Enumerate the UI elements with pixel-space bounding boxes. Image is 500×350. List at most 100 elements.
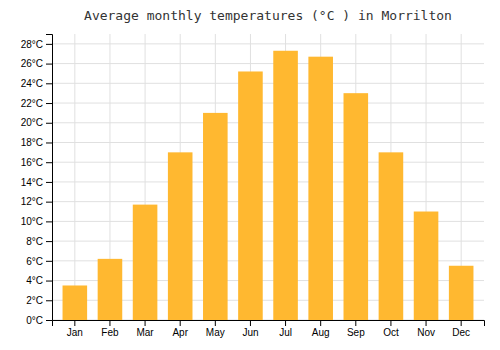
- y-tick-mark: [46, 320, 52, 321]
- y-tick-mark: [46, 103, 52, 104]
- x-tick-label: May: [206, 327, 225, 338]
- x-tick-label: Mar: [136, 327, 154, 338]
- y-tick: 20°C: [21, 117, 52, 128]
- grid-line: [52, 142, 484, 143]
- bar: [449, 266, 474, 320]
- grid-line: [52, 63, 484, 64]
- title: Average monthly temperatures (°C ) in Mo…: [84, 8, 452, 23]
- bar: [344, 93, 369, 320]
- y-tick-mark: [46, 300, 52, 301]
- x-tick-label: Feb: [101, 327, 119, 338]
- x-tick-mark: [461, 320, 462, 326]
- y-tick: 8°C: [26, 236, 52, 247]
- bar: [63, 285, 88, 320]
- y-tick-mark: [46, 261, 52, 262]
- y-tick-mark: [46, 182, 52, 183]
- y-tick: 16°C: [21, 157, 52, 168]
- x-tick-mark: [355, 320, 356, 326]
- y-tick-label: 0°C: [26, 315, 43, 326]
- y-tick-label: 26°C: [21, 58, 43, 69]
- x-tick-label: Jul: [279, 327, 292, 338]
- y-tick: 22°C: [21, 98, 52, 109]
- bar: [98, 259, 123, 320]
- x-tick: Jan: [67, 320, 83, 338]
- x-tick: Aug: [312, 320, 330, 338]
- x-tick-label: Jun: [242, 327, 258, 338]
- bar: [273, 51, 298, 320]
- y-tick: 10°C: [21, 216, 52, 227]
- x-tick-label: Oct: [383, 327, 399, 338]
- y-tick-mark: [46, 142, 52, 143]
- x-tick: Mar: [136, 320, 154, 338]
- x-tick-mark: [180, 320, 181, 326]
- y-tick: 24°C: [21, 78, 52, 89]
- y-tick: 12°C: [21, 196, 52, 207]
- x-tick: Sep: [347, 320, 365, 338]
- x-tick-label: Apr: [172, 327, 188, 338]
- x-tick: Apr: [172, 320, 188, 338]
- x-tick: Jul: [279, 320, 292, 338]
- y-axis-line: [46, 35, 53, 321]
- y-tick-label: 8°C: [26, 236, 43, 247]
- x-tick-label: Aug: [312, 327, 330, 338]
- x-tick: Dec: [452, 320, 470, 338]
- x-axis-line: [53, 321, 485, 327]
- y-tick-mark: [46, 83, 52, 84]
- y-tick-label: 28°C: [21, 39, 43, 50]
- y-tick-label: 22°C: [21, 98, 43, 109]
- x-tick-mark: [426, 320, 427, 326]
- y-tick-label: 6°C: [26, 256, 43, 267]
- x-tick-mark: [285, 320, 286, 326]
- x-tick-mark: [145, 320, 146, 326]
- y-tick: 2°C: [26, 295, 52, 306]
- x-tick-label: Dec: [452, 327, 470, 338]
- y-tick-label: 12°C: [21, 196, 43, 207]
- y-tick: 18°C: [21, 137, 52, 148]
- grid-line: [52, 43, 484, 44]
- bar: [133, 205, 158, 320]
- grid-line: [52, 83, 484, 84]
- grid-line: [52, 103, 484, 104]
- grid-line: [74, 34, 75, 320]
- y-axis: 0°C 2°C 4°C 6°C 8°C 10°C 12°C 14°C 16°C 18°C 20°C 2…: [21, 35, 53, 326]
- y-tick-label: 4°C: [26, 275, 43, 286]
- grid-line: [52, 122, 484, 123]
- x-tick: Nov: [417, 320, 435, 338]
- grid-line: [52, 162, 484, 163]
- y-tick-mark: [46, 202, 52, 203]
- y-tick-label: 16°C: [21, 157, 43, 168]
- y-tick-mark: [46, 162, 52, 163]
- grid-line: [52, 201, 484, 202]
- y-tick-label: 24°C: [21, 78, 43, 89]
- x-tick-mark: [74, 320, 75, 326]
- x-tick-mark: [109, 320, 110, 326]
- x-tick-label: Nov: [417, 327, 435, 338]
- x-tick-mark: [250, 320, 251, 326]
- x-tick: Jun: [242, 320, 258, 338]
- grid: [52, 34, 484, 320]
- y-tick-mark: [46, 123, 52, 124]
- y-tick-label: 20°C: [21, 117, 43, 128]
- x-tick-label: Sep: [347, 327, 365, 338]
- x-axis: Jan Feb Mar Apr May Jun Jul Aug Sep Oct Nov Dec: [53, 320, 485, 338]
- y-tick-label: 14°C: [21, 177, 43, 188]
- y-tick-mark: [46, 44, 52, 45]
- y-tick: 28°C: [21, 39, 52, 50]
- x-tick-mark: [320, 320, 321, 326]
- chart: 0°C 2°C 4°C 6°C 8°C 10°C 12°C 14°C 16°C 18°C 20°C 2…: [0, 0, 500, 350]
- y-tick-label: 2°C: [26, 295, 43, 306]
- x-tick-mark: [390, 320, 391, 326]
- bar: [168, 152, 193, 320]
- bars: [63, 51, 474, 320]
- grid-line: [52, 181, 484, 182]
- y-tick-mark: [46, 241, 52, 242]
- x-tick: May: [206, 320, 225, 338]
- bar: [203, 113, 228, 320]
- bar: [379, 152, 404, 320]
- x-tick-label: Jan: [67, 327, 83, 338]
- y-tick: 4°C: [26, 275, 52, 286]
- bar: [308, 57, 333, 320]
- plot: 0°C 2°C 4°C 6°C 8°C 10°C 12°C 14°C 16°C 18°C 20°C 2…: [21, 34, 485, 338]
- y-tick-label: 18°C: [21, 137, 43, 148]
- y-tick: 6°C: [26, 256, 52, 267]
